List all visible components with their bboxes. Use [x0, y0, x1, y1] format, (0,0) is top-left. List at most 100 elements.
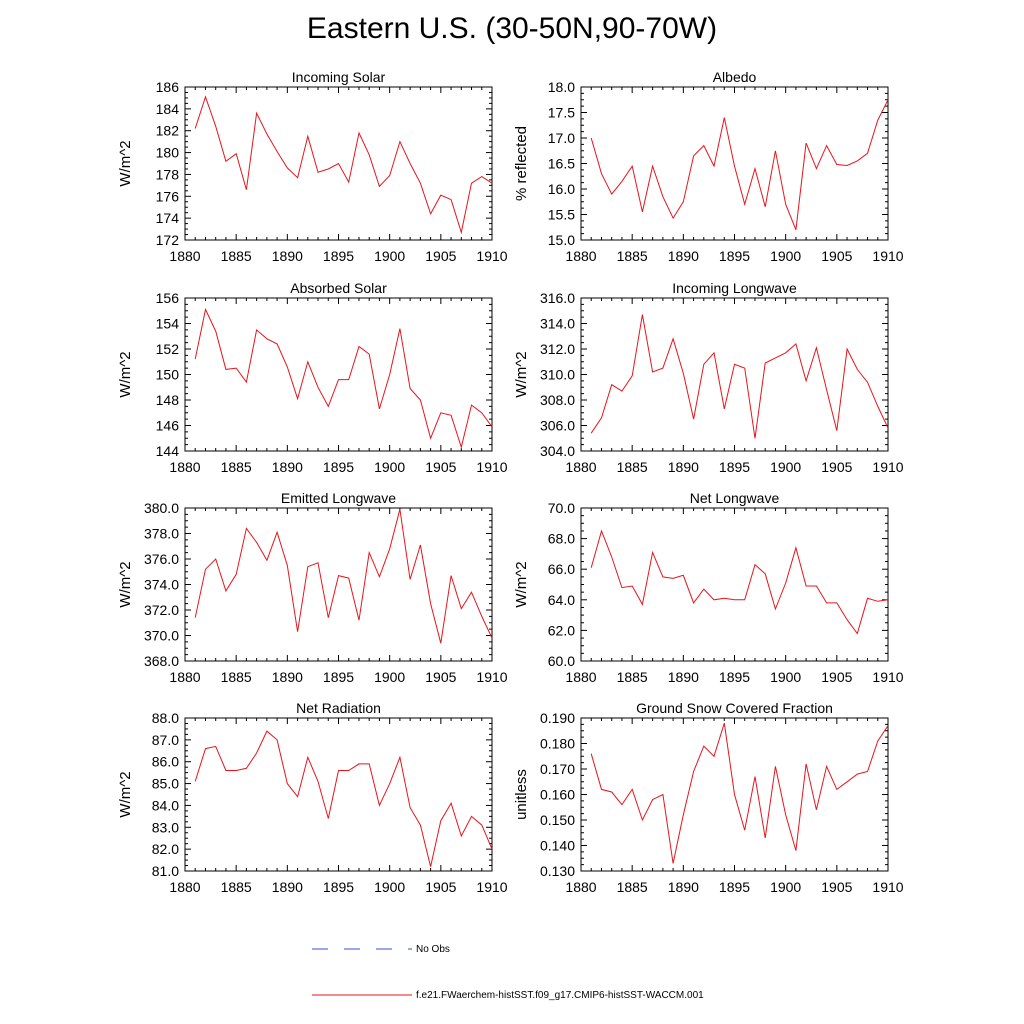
panel-title: Emitted Longwave	[281, 490, 396, 506]
plot-frame	[184, 507, 493, 662]
y-tick-label: 86.0	[152, 754, 179, 770]
x-tick-label: 1900	[374, 669, 405, 685]
y-axis-label: W/m^2	[117, 561, 134, 607]
x-tick-label: 1885	[221, 669, 252, 685]
y-tick-label: 310.0	[540, 367, 575, 383]
x-tick-label: 1905	[821, 459, 852, 475]
x-tick-label: 1880	[565, 879, 596, 895]
y-tick-label: 368.0	[144, 653, 179, 669]
y-tick-label: 148	[156, 392, 180, 408]
x-tick-label: 1890	[668, 248, 699, 264]
series-line	[194, 509, 493, 644]
x-tick-label: 1890	[272, 459, 303, 475]
y-tick-label: 15.5	[548, 207, 575, 223]
y-tick-label: 184	[156, 101, 180, 117]
x-tick-label: 1895	[719, 248, 750, 264]
panel-5: Emitted Longwave W/m^2 1880 1885 1890 1895 190…	[117, 490, 508, 685]
x-tick-label: 1905	[821, 669, 852, 685]
y-axis-label: W/m^2	[513, 351, 530, 397]
panel-2: Albedo % reflected 1880 1885 1890 1895 1900 190…	[513, 69, 904, 264]
y-tick-label: 316.0	[540, 290, 575, 306]
series-line	[590, 314, 889, 439]
x-tick-label: 1905	[425, 459, 456, 475]
x-tick-label: 1905	[821, 879, 852, 895]
x-tick-label: 1900	[374, 459, 405, 475]
x-tick-label: 1880	[169, 669, 200, 685]
panel-title: Albedo	[713, 69, 757, 85]
x-tick-label: 1910	[476, 669, 507, 685]
legend-obs-line	[312, 948, 412, 950]
x-tick-label: 1885	[221, 879, 252, 895]
page-title: Eastern U.S. (30-50N,90-70W)	[306, 12, 718, 45]
plot-frame	[580, 297, 889, 452]
y-tick-label: 0.140	[540, 838, 575, 854]
y-tick-label: 15.0	[548, 232, 575, 248]
y-axis-label: % reflected	[513, 126, 530, 201]
panel-3: Absorbed Solar W/m^2 1880 1885 1890 1895 1900 1…	[117, 280, 508, 475]
x-tick-label: 1900	[770, 879, 801, 895]
y-axis-label: W/m^2	[117, 140, 134, 186]
y-axis-label: W/m^2	[117, 771, 134, 817]
x-tick-label: 1895	[719, 459, 750, 475]
x-tick-label: 1895	[323, 879, 354, 895]
x-tick-label: 1905	[821, 248, 852, 264]
y-axis-label: W/m^2	[513, 561, 530, 607]
y-tick-label: 0.130	[540, 863, 575, 879]
x-tick-label: 1880	[565, 459, 596, 475]
y-tick-label: 83.0	[152, 819, 179, 835]
series-line	[590, 529, 889, 635]
x-tick-label: 1910	[476, 248, 507, 264]
y-tick-label: 176	[156, 188, 180, 204]
panel-title: Absorbed Solar	[290, 280, 387, 296]
y-tick-label: 378.0	[144, 526, 179, 542]
plot-frame	[184, 717, 493, 872]
y-tick-label: 16.5	[548, 156, 575, 172]
x-tick-label: 1890	[272, 669, 303, 685]
y-tick-label: 60.0	[548, 653, 575, 669]
x-tick-label: 1900	[770, 669, 801, 685]
y-tick-label: 62.0	[548, 622, 575, 638]
y-tick-label: 306.0	[540, 418, 575, 434]
y-tick-label: 0.170	[540, 761, 575, 777]
x-tick-label: 1885	[617, 879, 648, 895]
x-tick-label: 1880	[169, 879, 200, 895]
y-tick-label: 380.0	[144, 500, 179, 516]
x-tick-label: 1900	[770, 248, 801, 264]
y-tick-label: 172	[156, 232, 180, 248]
x-tick-label: 1900	[374, 248, 405, 264]
y-tick-label: 66.0	[548, 561, 575, 577]
x-tick-label: 1900	[770, 459, 801, 475]
x-tick-label: 1885	[221, 459, 252, 475]
y-tick-label: 186	[156, 79, 180, 95]
x-tick-label: 1885	[617, 669, 648, 685]
series-line	[194, 307, 493, 450]
x-tick-label: 1905	[425, 879, 456, 895]
y-tick-label: 17.5	[548, 105, 575, 121]
panel-6: Net Longwave W/m^2 1880 1885 1890 1895 1900 190…	[513, 490, 904, 685]
panel-title: Incoming Longwave	[672, 280, 797, 296]
y-tick-label: 308.0	[540, 392, 575, 408]
y-tick-label: 178	[156, 166, 180, 182]
x-tick-label: 1900	[374, 879, 405, 895]
y-tick-label: 17.0	[548, 130, 575, 146]
panel-4: Incoming Longwave W/m^2 1880 1885 1890 1895 19…	[513, 280, 904, 475]
x-tick-label: 1890	[668, 669, 699, 685]
y-tick-label: 376.0	[144, 551, 179, 567]
y-tick-label: 81.0	[152, 863, 179, 879]
panel-7: Net Radiation W/m^2 1880 1885 1890 1895 1900 19…	[117, 700, 508, 895]
panel-title: Net Radiation	[296, 700, 381, 716]
panel-8: Ground Snow Covered Fraction unitless 1880…	[513, 700, 904, 895]
series-line	[194, 95, 493, 235]
x-tick-label: 1890	[668, 459, 699, 475]
y-tick-label: 152	[156, 341, 180, 357]
y-tick-label: 68.0	[548, 531, 575, 547]
x-tick-label: 1895	[323, 248, 354, 264]
series-line	[590, 99, 889, 230]
y-tick-label: 154	[156, 316, 180, 332]
series-line	[194, 730, 493, 867]
y-tick-label: 180	[156, 145, 180, 161]
x-tick-label: 1895	[323, 459, 354, 475]
y-tick-label: 144	[156, 443, 180, 459]
x-tick-label: 1910	[476, 459, 507, 475]
y-tick-label: 64.0	[548, 592, 575, 608]
